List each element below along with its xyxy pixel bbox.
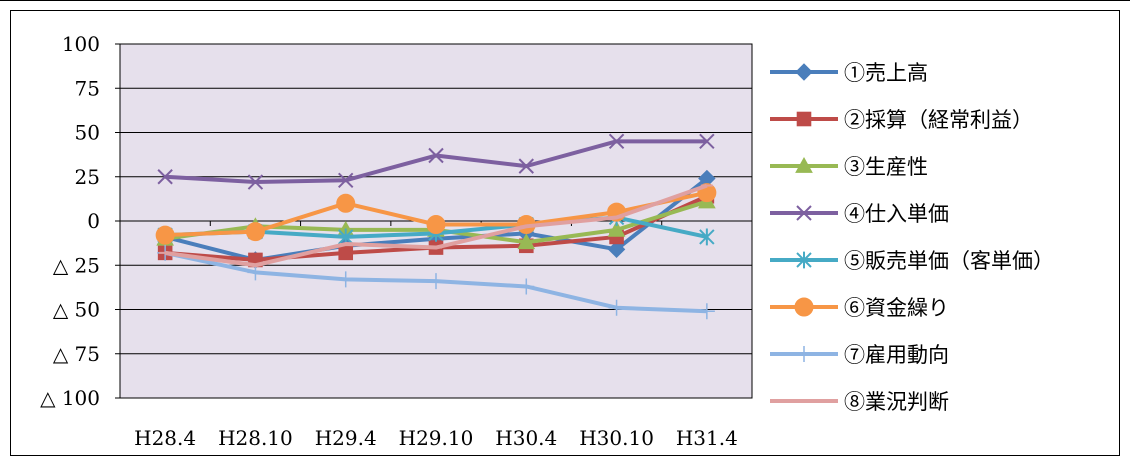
x-tick-label: H28.4 — [134, 426, 196, 450]
x-tick-label: H28.10 — [218, 426, 293, 450]
x-marker — [699, 133, 715, 150]
legend-label: ④仕入単価 — [844, 202, 949, 226]
circle-marker — [426, 215, 446, 235]
legend-label: ⑤販売単価（客単価） — [844, 249, 1054, 273]
x-tick-label: H31.4 — [676, 426, 738, 450]
y-tick-label: △ 50 — [53, 298, 100, 322]
series-8 — [159, 183, 713, 268]
legend-item: ⑤販売単価（客単価） — [770, 249, 1054, 273]
y-tick-label: 0 — [87, 209, 100, 233]
y-tick-label: △ 25 — [53, 253, 100, 277]
legend-label: ⑦雇用動向 — [844, 343, 949, 367]
y-tick-label: 25 — [75, 165, 100, 189]
square-marker — [338, 245, 354, 261]
plus-marker — [337, 271, 354, 288]
x-marker — [157, 169, 173, 185]
legend: ①売上高 ②採算（経常利益） ③生産性 ④仕入単価 ⑤販売単価（客単価） ⑥資金繰り ⑦雇用… — [770, 61, 1054, 414]
x-axis-tick-labels: H28.4 H28.10 H29.4 H29.10 H30.4 H30.10 H31.4 — [134, 426, 738, 450]
series-4 — [157, 133, 715, 190]
diamond-marker — [795, 63, 813, 81]
x-marker — [796, 205, 812, 221]
legend-item: ⑦雇用動向 — [770, 343, 949, 367]
triangle-marker — [795, 156, 813, 173]
legend-item: ①売上高 — [770, 61, 928, 85]
legend-label: ⑥資金繰り — [844, 296, 949, 320]
legend-item: ⑧業況判断 — [770, 390, 949, 414]
x-marker — [247, 174, 264, 190]
plus-marker — [518, 278, 535, 295]
diamond-marker — [607, 240, 626, 259]
legend-item: ②採算（経常利益） — [770, 108, 1033, 132]
legend-item: ③生産性 — [770, 155, 928, 179]
y-tick-label: 75 — [75, 76, 100, 100]
y-tick-label: 100 — [62, 32, 100, 56]
x-tick-label: H29.10 — [399, 426, 474, 450]
legend-item: ④仕入単価 — [770, 202, 949, 226]
plus-marker — [428, 273, 444, 290]
circle-marker — [336, 193, 356, 213]
triangle-marker — [607, 220, 626, 237]
series-lines — [155, 133, 717, 320]
y-tick-label: 50 — [75, 121, 100, 145]
plus-marker — [698, 303, 715, 320]
x-marker — [518, 158, 534, 174]
legend-label: ①売上高 — [844, 61, 928, 85]
y-axis-tick-labels: 100 75 50 25 0 △ 25 △ 50 △ 75 △ 100 — [40, 32, 100, 410]
plus-marker — [796, 346, 812, 362]
y-tick-label: △ 75 — [53, 342, 100, 366]
x-marker — [338, 172, 354, 188]
square-marker — [796, 111, 812, 127]
y-tick-label: △ 100 — [40, 386, 100, 410]
legend-item: ⑥資金繰り — [770, 296, 949, 320]
x-marker — [428, 147, 444, 164]
plus-marker — [608, 299, 625, 316]
legend-label: ③生産性 — [844, 155, 928, 179]
legend-label: ⑧業況判断 — [844, 390, 949, 414]
star-marker — [796, 251, 812, 269]
circle-marker — [794, 297, 814, 317]
x-tick-label: H29.4 — [315, 426, 377, 450]
triangle-marker — [517, 233, 536, 250]
x-tick-label: H30.10 — [579, 426, 654, 450]
circle-marker — [155, 225, 175, 245]
star-marker — [699, 228, 715, 246]
legend-label: ②採算（経常利益） — [844, 108, 1033, 132]
x-tick-label: H30.4 — [495, 426, 557, 450]
circle-marker — [245, 222, 265, 242]
x-marker — [608, 133, 625, 150]
series-7 — [157, 244, 715, 320]
